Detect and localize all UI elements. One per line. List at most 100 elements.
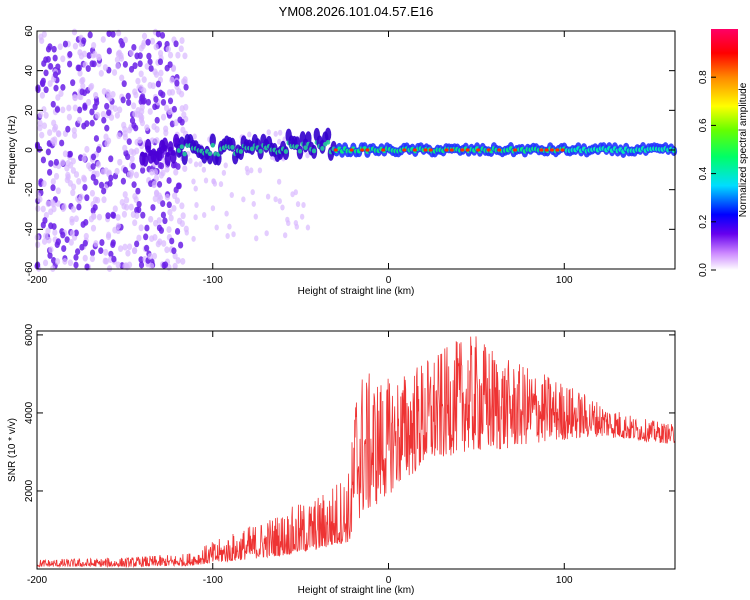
spectrogram-cell: [123, 196, 130, 204]
spectrogram-cell: [55, 238, 61, 246]
spectrogram-cell: [146, 52, 152, 60]
spectrogram-cell: [54, 106, 61, 113]
spectrogram-cell: [68, 238, 74, 246]
spectrogram-cell: [89, 108, 95, 116]
spectrogram-cell: [169, 237, 175, 245]
spectrogram-cell: [81, 174, 87, 182]
spectrogram-cell: [126, 99, 132, 106]
spectrogram-cell: [283, 149, 289, 154]
spectrogram-cell: [88, 215, 95, 223]
spectrogram-cell: [449, 148, 454, 152]
spectrogram-cell: [166, 201, 172, 209]
spectrogram-cell: [112, 205, 118, 213]
spectrogram-cell: [122, 133, 128, 141]
spectrogram-cell: [126, 243, 133, 251]
spectrogram-cell: [81, 50, 88, 58]
spectrogram-cell: [111, 69, 118, 76]
spectrogram-cell: [93, 91, 99, 99]
spectrogram-cell: [60, 106, 66, 114]
spectrogram-cell: [71, 28, 78, 36]
spectrogram-cell: [265, 193, 271, 200]
spectrogram-cell: [98, 247, 104, 255]
spectrogram-cell: [149, 168, 155, 176]
spectrogram-cell: [223, 162, 228, 169]
spectrogram-cell: [305, 224, 311, 231]
spectrogram-cell: [460, 148, 465, 152]
spectrogram-cell: [106, 47, 112, 55]
spectrogram-cell: [95, 160, 102, 168]
spectrogram-cell: [120, 96, 126, 104]
spectrogram-cell: [167, 51, 174, 59]
spectrogram-cell: [50, 257, 57, 264]
spectrogram-cell: [154, 190, 160, 198]
spectrogram-cell: [138, 256, 144, 264]
spectrogram-cell: [133, 196, 139, 203]
spectrogram-cell: [103, 133, 109, 141]
spectrogram-cell: [73, 215, 79, 223]
spectrogram-cell: [476, 148, 481, 152]
spectrogram-cell: [139, 119, 146, 127]
spectrogram-cell: [50, 178, 56, 185]
spectrogram-cell: [62, 150, 68, 158]
spectrogram-cell: [201, 212, 207, 219]
spectrogram-cell: [111, 212, 117, 219]
spectrogram-cell: [179, 37, 185, 44]
spectrogram-cell: [153, 96, 159, 103]
spectrogram-cell: [57, 43, 63, 51]
spectrogram-cell: [79, 77, 85, 85]
spectrogram-cell: [117, 158, 123, 166]
figure-title: YM08.2026.101.04.57.E16: [279, 4, 434, 19]
x-tick-label: 0: [386, 575, 392, 586]
spectrogram-cell: [141, 32, 148, 40]
spectrogram-cell: [147, 58, 153, 66]
spectrogram-cell: [181, 78, 187, 85]
spectrogram-cell: [144, 62, 150, 70]
spectrogram-cell: [147, 108, 153, 115]
spectrogram-cell: [51, 45, 57, 53]
spectrogram-cell: [50, 137, 56, 144]
spectrogram-cell: [134, 110, 141, 118]
colorbar-tick-label: 0.8: [698, 70, 709, 84]
spectrogram-cell: [112, 105, 118, 113]
spectrogram-cell: [52, 229, 58, 236]
y-tick-label: 20: [24, 104, 35, 116]
y-tick-label: 6000: [24, 323, 35, 346]
spectrogram-cell: [122, 243, 128, 251]
spectrogram-cell: [360, 148, 365, 152]
spectrogram-cell: [325, 139, 331, 145]
spectrogram-cell: [35, 261, 41, 269]
spectrogram-cell: [165, 45, 171, 53]
spectrogram-cell: [131, 122, 137, 129]
spectrogram-cell: [76, 116, 82, 124]
spectrogram-x-ticks: -200 -100 0 100: [27, 31, 573, 286]
spectrogram-cell: [43, 211, 49, 219]
spectrogram-cell: [136, 200, 142, 208]
spectrogram-y-ticks: 60 40 20 0 -20 -40 -60: [24, 25, 675, 276]
spectrogram-cell: [45, 227, 51, 235]
spectrogram-cell: [126, 138, 132, 146]
spectrogram-cell: [66, 113, 73, 121]
spectrogram-cell: [151, 180, 157, 188]
spectrogram-cell: [134, 212, 140, 219]
colorbar-gradient: [711, 29, 738, 270]
x-tick-label: 100: [556, 575, 573, 586]
spectrogram-cell: [180, 257, 186, 265]
spectrogram-cell: [70, 205, 77, 213]
spectrogram-cell: [103, 248, 109, 256]
spectrogram-cell: [182, 151, 187, 157]
spectrogram-cell: [157, 194, 164, 202]
spectrogram-cell: [133, 91, 139, 99]
spectrogram-cell: [182, 52, 188, 60]
spectrogram-cell: [140, 211, 146, 219]
spectrogram-cell: [37, 195, 43, 203]
spectrogram-cell: [149, 37, 156, 45]
spectrogram-cell: [39, 131, 45, 139]
spectrogram-cell: [160, 113, 167, 121]
spectrogram-cell: [93, 240, 99, 247]
spectrogram-cell: [402, 148, 407, 152]
spectrogram-cell: [73, 261, 79, 269]
spectrogram-cell: [122, 60, 128, 68]
spectrogram-cell: [264, 230, 269, 237]
spectrogram-cell: [169, 88, 176, 96]
spectrogram-cell: [158, 227, 165, 234]
